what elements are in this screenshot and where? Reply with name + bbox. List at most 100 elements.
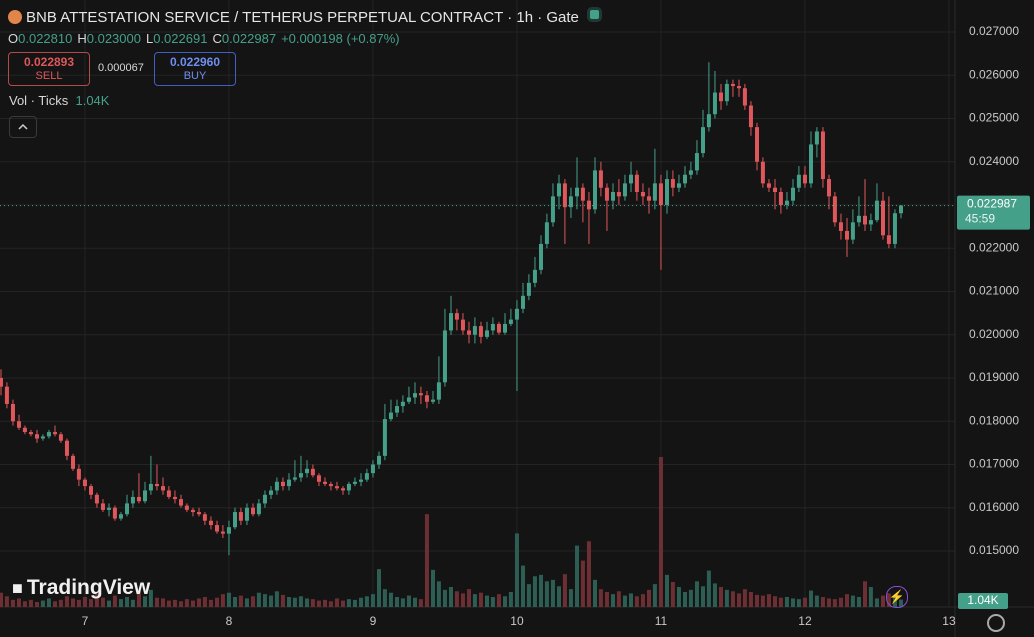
last-price-label: 0.022987 [967, 197, 1017, 211]
candle-body [256, 503, 261, 515]
ohlc-row: O0.022810 H0.023000 L0.022691 C0.022987 +0.0… [8, 31, 400, 46]
volume-bar [568, 589, 573, 607]
volume-bar [413, 597, 418, 607]
candle-body [575, 187, 580, 197]
alert-icon[interactable]: ⚡ [886, 586, 908, 608]
volume-bar [395, 597, 400, 607]
candle-body [611, 192, 616, 201]
candle-body [665, 179, 670, 206]
candle-body [280, 481, 285, 487]
ohlc-value: 0.022987 [221, 31, 277, 46]
spread: 0.000067 [98, 62, 144, 74]
title-row: BNB ATTESTATION SERVICE / TETHERUS PERPE… [8, 7, 602, 26]
volume-bar [82, 597, 87, 607]
volume-bar [58, 599, 63, 607]
volume-bar [323, 599, 328, 607]
volume-bar [377, 569, 382, 607]
candle-body [886, 235, 891, 244]
collapse-button[interactable] [9, 116, 37, 138]
y-tick-label: 0.015000 [969, 543, 1019, 557]
y-tick-label: 0.016000 [969, 500, 1019, 514]
candle-body [130, 496, 135, 504]
candle-body [526, 282, 531, 296]
volume-bar [460, 593, 465, 607]
volume-bar [670, 582, 675, 607]
candle-body [82, 479, 87, 487]
candle-body [658, 183, 663, 206]
last-price-box [957, 195, 1030, 230]
candle-body [766, 183, 771, 188]
candle-body [136, 496, 141, 502]
y-tick-label: 0.020000 [969, 327, 1019, 341]
buy-price: 0.022960 [169, 55, 221, 69]
settings-icon[interactable] [987, 614, 1005, 632]
x-tick-label: 8 [226, 614, 233, 628]
candle-body [778, 192, 783, 206]
volume-bar [490, 597, 495, 607]
status-dot [586, 7, 602, 22]
volume-bar [701, 586, 706, 607]
candle-body [622, 183, 627, 197]
candle-body [899, 205, 904, 214]
candle-body [670, 179, 675, 188]
candle-body [154, 483, 159, 487]
candle-body [868, 220, 873, 225]
volume-bar [274, 591, 279, 607]
candle-body [274, 481, 279, 491]
candle-body [838, 222, 843, 231]
volume-bar [598, 589, 603, 607]
volume-bar [676, 587, 681, 607]
candle-body [323, 481, 328, 484]
candle-body [184, 505, 189, 510]
volume-bar [472, 594, 477, 607]
volume-bar [334, 598, 339, 607]
candle-body [791, 187, 796, 201]
volume-bar [850, 595, 855, 607]
candle-body [652, 183, 657, 201]
ohlc-value: 0.022691 [153, 31, 208, 46]
candle-body [166, 490, 171, 497]
volume-bar [179, 601, 184, 607]
volume-bar [400, 598, 405, 607]
candle-body [406, 397, 411, 402]
candle-body [809, 144, 814, 184]
candle-body [292, 477, 297, 480]
candle-body [310, 468, 315, 476]
volume-bar [526, 584, 531, 607]
volume-bar [89, 599, 94, 607]
sell-button[interactable]: 0.022893 SELL [8, 52, 90, 86]
candle-body [856, 215, 861, 223]
volume-bar [778, 597, 783, 607]
volume-bar [184, 599, 189, 607]
candle-body [706, 114, 711, 128]
volume-bar [580, 560, 585, 607]
volume-bar [508, 592, 513, 607]
volume-bar [136, 591, 141, 607]
volume-bar [706, 570, 711, 607]
volume-bar [454, 591, 459, 607]
candle-body [827, 179, 832, 197]
candle-body [508, 319, 513, 324]
volume-bar [634, 596, 639, 607]
candle-body [436, 382, 441, 400]
volume-value: 1.04K [75, 93, 110, 108]
volume-bar [107, 600, 112, 607]
candle-body [586, 200, 591, 210]
volume-last-label: 1.04K [967, 593, 998, 607]
volume-bar [791, 598, 796, 607]
candle-body [460, 319, 465, 331]
candle-body [118, 514, 123, 519]
candle-body [0, 377, 4, 387]
candle-body [10, 403, 15, 422]
candle-body [688, 170, 693, 175]
volume-bar [190, 600, 195, 607]
volume-bar [748, 592, 753, 607]
y-tick-label: 0.018000 [969, 413, 1019, 427]
buy-button[interactable]: 0.022960 BUY [154, 52, 236, 86]
candle-body [53, 432, 58, 435]
candle-body [647, 196, 652, 201]
volume-bar [310, 599, 315, 607]
volume-bar [341, 600, 346, 607]
y-tick-label: 0.025000 [969, 111, 1019, 125]
